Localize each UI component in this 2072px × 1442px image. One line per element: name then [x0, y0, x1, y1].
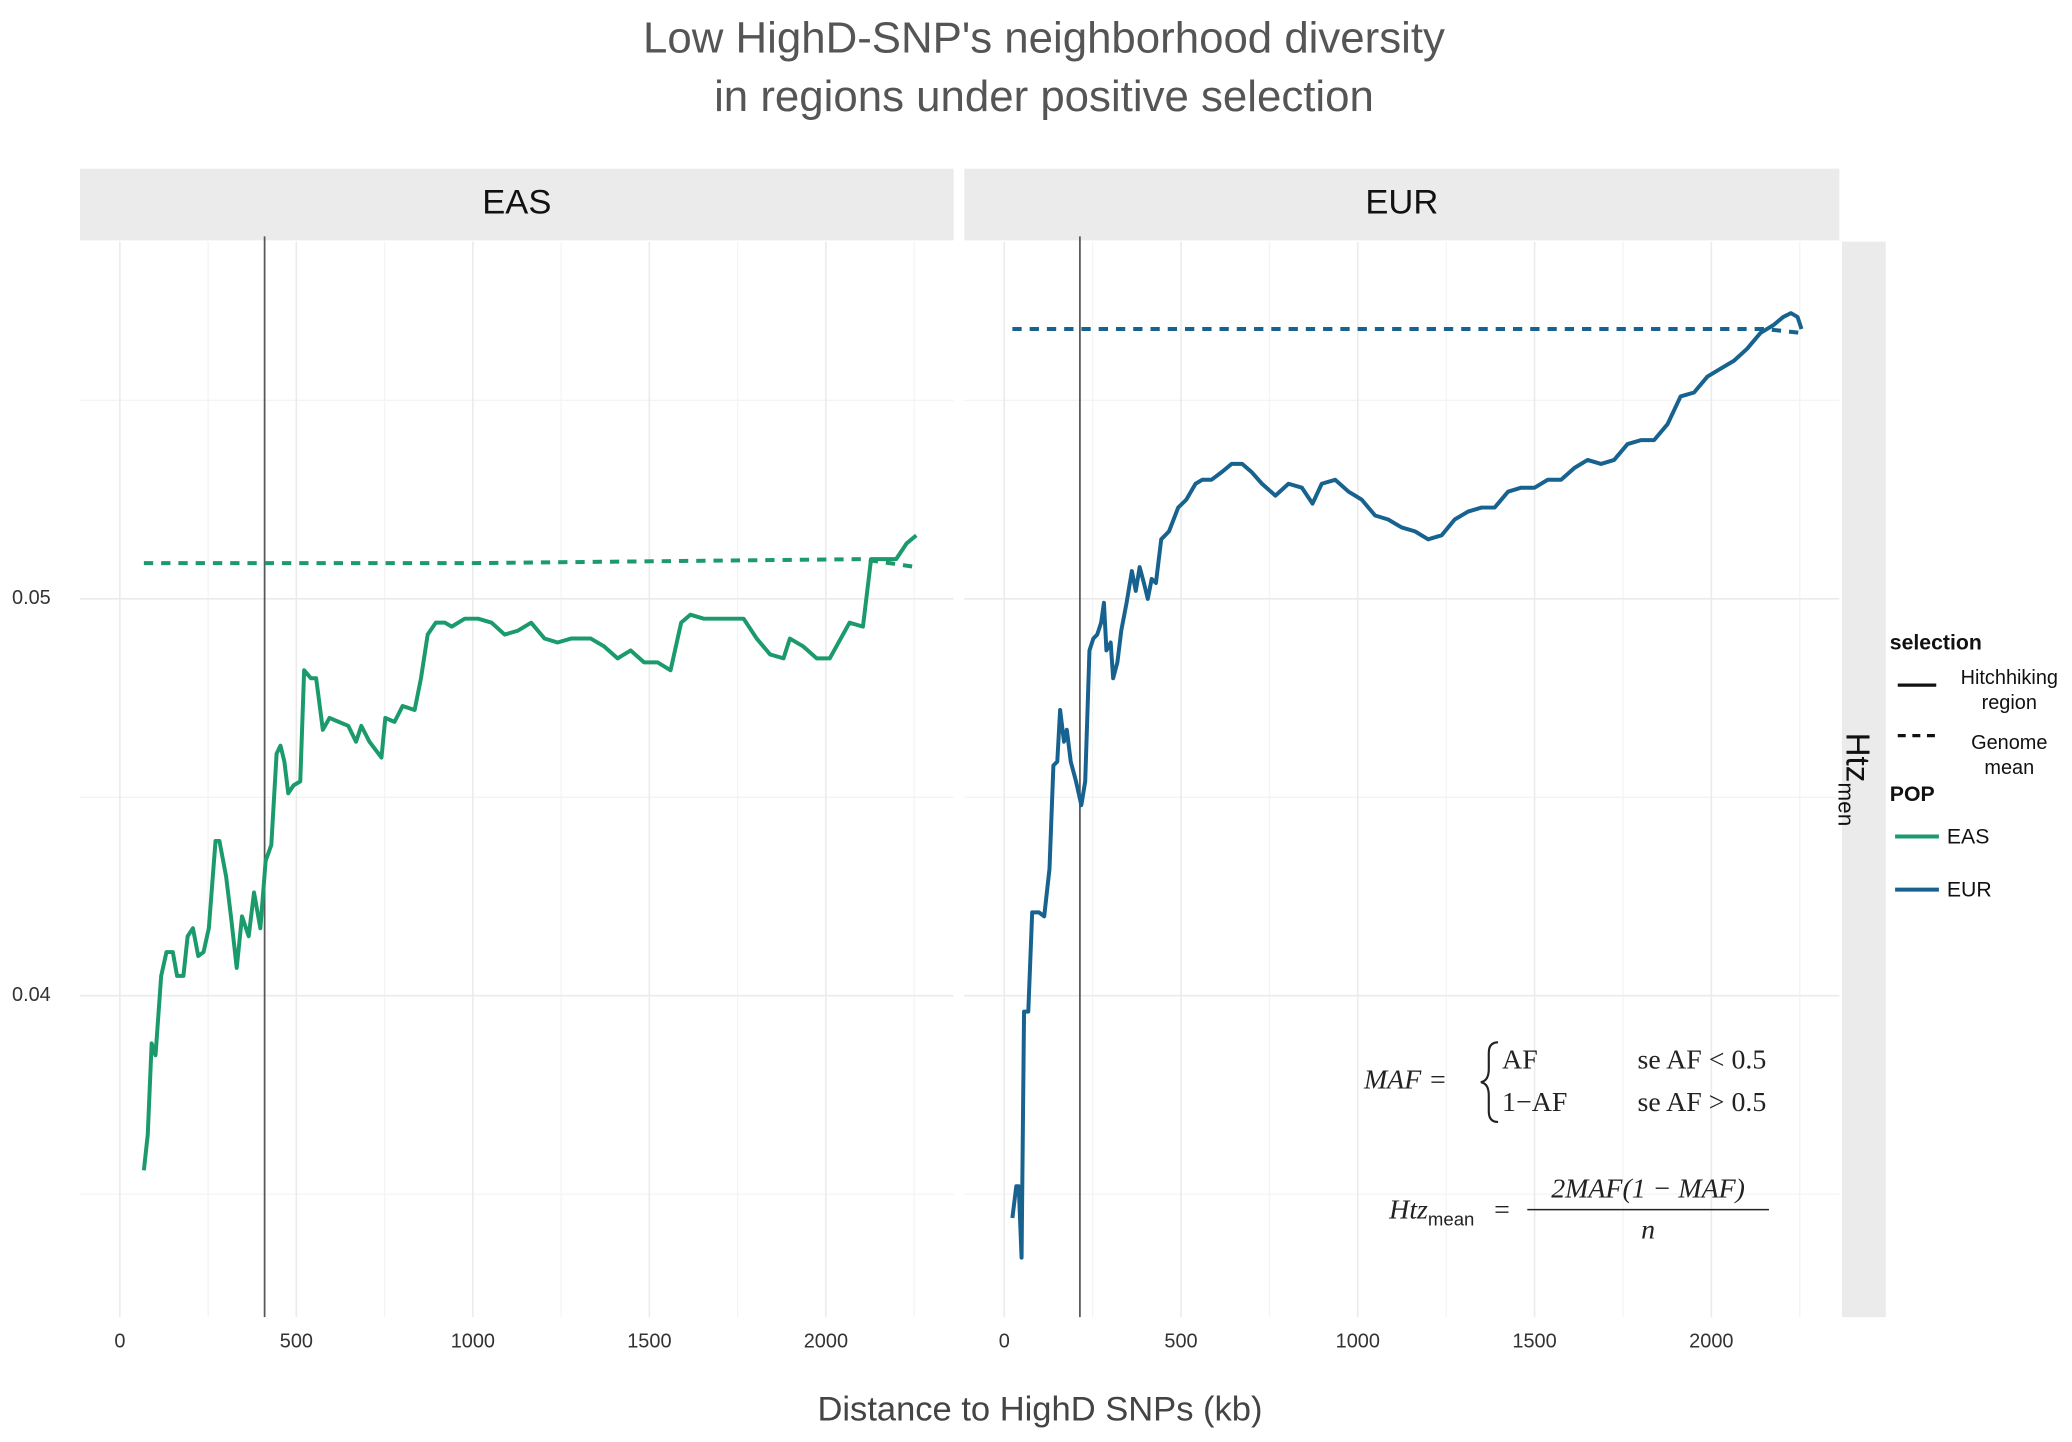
- y-label-main: Htz: [1838, 733, 1875, 783]
- formula-sub: mean: [1428, 1208, 1474, 1229]
- formula-text: se AF > 0.5: [1637, 1087, 1766, 1118]
- facet-strip: [79, 168, 954, 241]
- x-tick-label: 1500: [627, 1331, 671, 1353]
- formula-text: MAF =: [1363, 1065, 1447, 1096]
- facet-label: EAS: [482, 184, 551, 222]
- formula-text: 1−AF: [1502, 1087, 1567, 1118]
- facet-label: EUR: [1365, 184, 1438, 222]
- data-line: [141, 533, 918, 1171]
- y-strip: [1841, 241, 1886, 1318]
- panel: EAS 0 500 1000 1500 2000 0.04 0.05: [12, 168, 954, 1353]
- legend-label: mean: [1984, 757, 2034, 779]
- legend-label: EUR: [1947, 878, 1992, 902]
- y-label-sub: men: [1834, 782, 1859, 826]
- x-tick-label: 0: [999, 1331, 1010, 1353]
- panel: EUR 0 500 1000 1500 2000: [964, 168, 1840, 1353]
- panel-background: [964, 241, 1840, 1318]
- x-tick-label: 1000: [1336, 1331, 1380, 1353]
- formula-text: AF: [1502, 1045, 1538, 1076]
- chart-title: Low HighD-SNP's neighborhood diversity: [643, 14, 1445, 63]
- y-tick-label: 0.04: [12, 984, 51, 1006]
- data-line: [1012, 326, 1802, 335]
- x-tick-label: 1000: [451, 1331, 495, 1353]
- y-axis-label: Htzmen: [1834, 733, 1876, 827]
- brace: [1480, 1041, 1499, 1124]
- formula-text: =: [1494, 1195, 1510, 1226]
- x-tick-label: 2000: [1689, 1331, 1733, 1353]
- legend-label: region: [1982, 692, 2037, 714]
- x-tick-label: 2000: [804, 1331, 848, 1353]
- legend-label: Genome: [1971, 732, 2047, 754]
- x-tick-label: 500: [1164, 1331, 1197, 1353]
- formula-text: 2MAF(1 − MAF): [1551, 1173, 1745, 1204]
- legend-title: selection: [1890, 631, 1982, 655]
- legend-label: Hitchhiking: [1961, 667, 2058, 689]
- formula-text: se AF < 0.5: [1637, 1045, 1766, 1076]
- y-tick-label: 0.05: [12, 587, 51, 609]
- x-axis-label: Distance to HighD SNPs (kb): [817, 1391, 1262, 1429]
- formula-text: Htz: [1388, 1195, 1428, 1226]
- legend-title: POP: [1890, 782, 1935, 806]
- legend-label: EAS: [1947, 824, 1990, 848]
- data-line: [1010, 311, 1804, 1260]
- formula: MAF = AF se AF < 0.5 1−AF se AF > 0.5 Ht…: [1363, 1041, 1769, 1246]
- x-tick-label: 500: [280, 1331, 313, 1353]
- legend: selection Hitchhiking region Genome mean…: [1890, 631, 2058, 902]
- facet-strip: [964, 168, 1840, 241]
- x-tick-label: 1500: [1512, 1331, 1556, 1353]
- x-tick-label: 0: [114, 1331, 125, 1353]
- chart-title: in regions under positive selection: [714, 72, 1374, 121]
- formula-text: Htzmean: [1388, 1195, 1474, 1229]
- formula-text: n: [1641, 1215, 1655, 1246]
- panel-background: [79, 241, 954, 1318]
